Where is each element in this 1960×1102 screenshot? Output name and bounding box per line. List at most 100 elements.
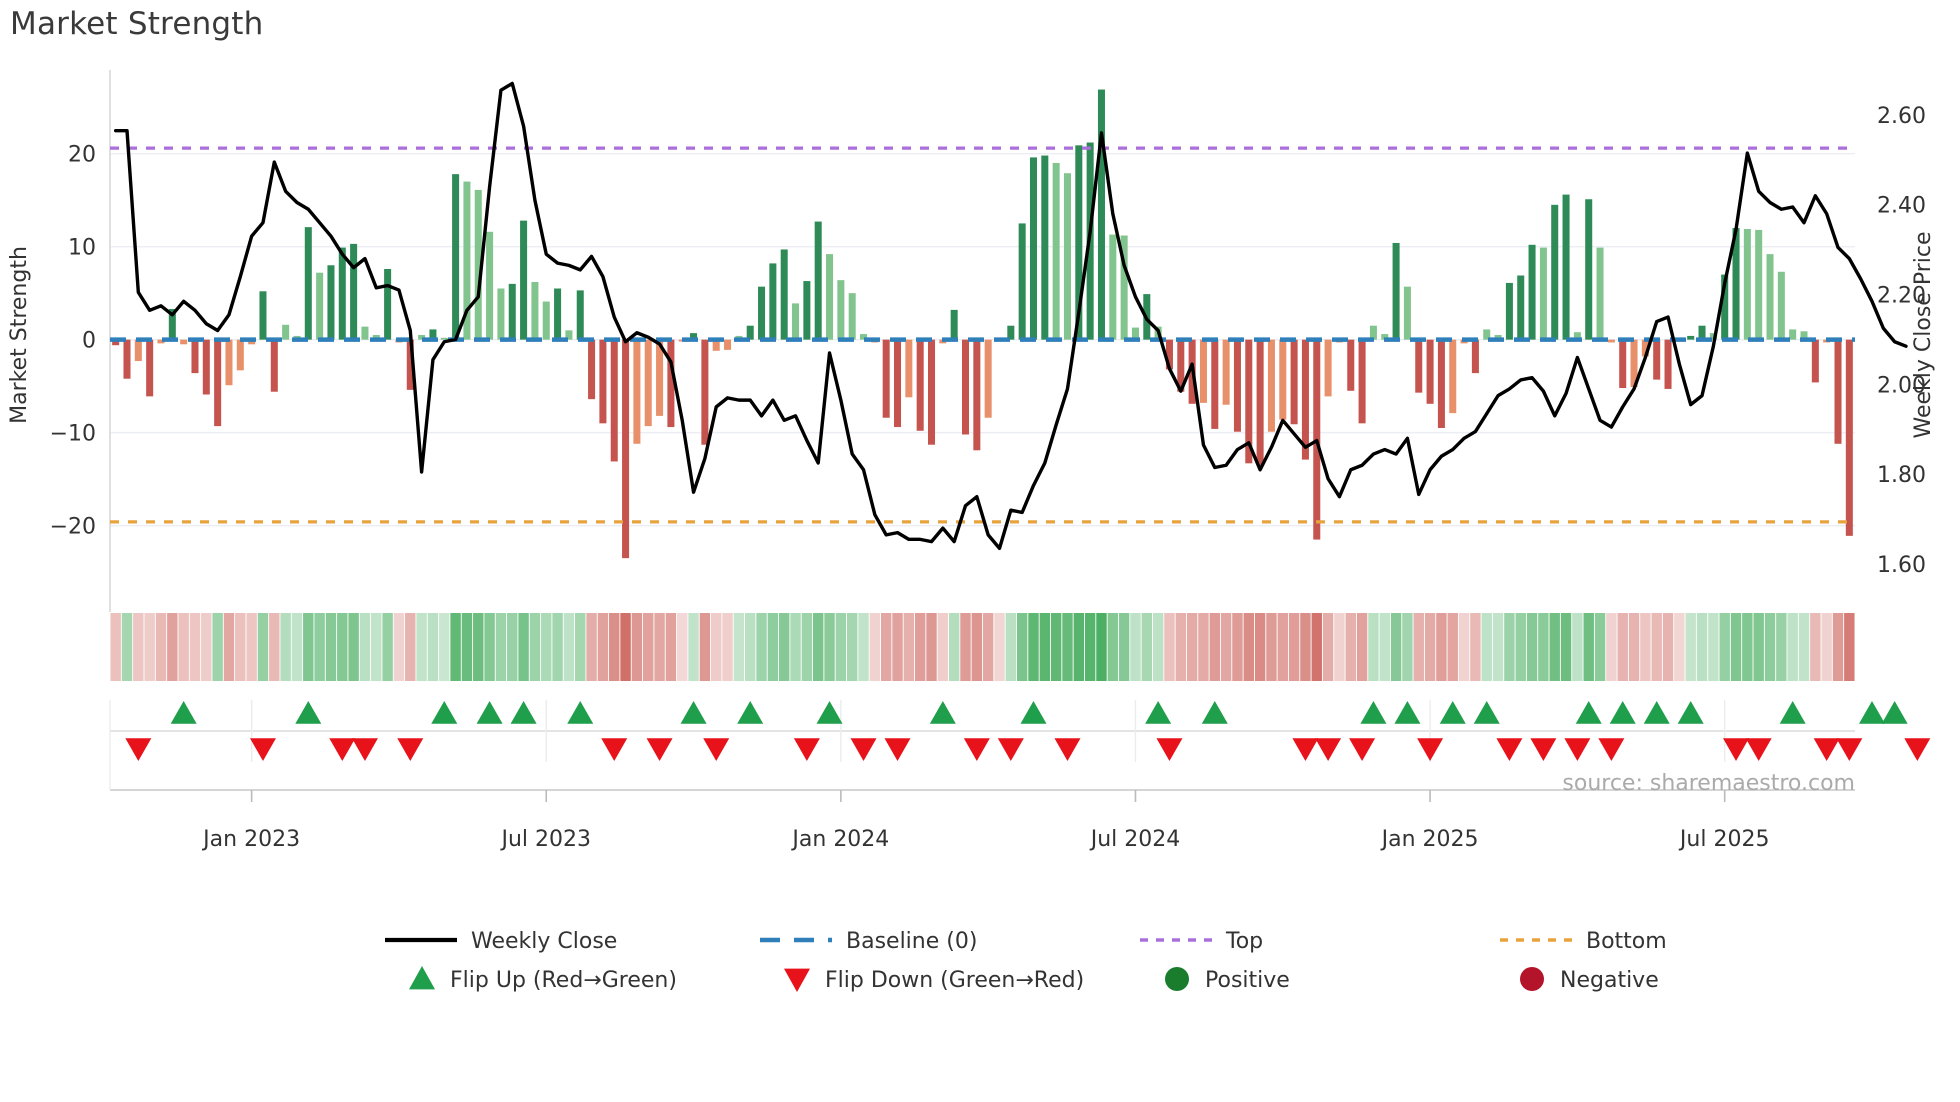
x-axis-tick-label: Jan 2023 <box>201 827 300 852</box>
flip-down-marker <box>351 738 378 761</box>
strength-bar <box>1755 229 1763 340</box>
strength-bar <box>724 339 732 350</box>
strength-bar <box>1800 331 1808 340</box>
strength-bar <box>508 283 516 340</box>
flip-down-marker <box>1315 738 1342 761</box>
flip-down-marker <box>1496 738 1523 761</box>
strength-bar <box>1471 339 1479 374</box>
heat-strip-cell <box>201 613 212 681</box>
heat-strip-cell <box>133 613 144 681</box>
strength-bar <box>565 330 573 340</box>
flip-down-marker <box>397 738 424 761</box>
strength-bar <box>1619 339 1627 388</box>
strength-bar <box>304 227 312 340</box>
strength-bar <box>1199 339 1207 403</box>
strength-bar <box>1097 89 1105 340</box>
flip-up-marker <box>1020 701 1047 724</box>
y-axis-tick-right: 2.60 <box>1877 104 1926 129</box>
heat-strip-cell <box>518 613 529 681</box>
strength-bar <box>418 335 426 340</box>
strength-bar <box>1381 334 1389 340</box>
strength-bar <box>112 339 120 346</box>
strength-heat-strip <box>110 613 1855 681</box>
strength-bar <box>644 339 652 427</box>
heat-strip-cell <box>1572 613 1583 681</box>
strength-bar <box>1449 339 1457 414</box>
heat-strip-cell <box>269 613 280 681</box>
heat-strip-cell <box>790 613 801 681</box>
flip-down-marker <box>601 738 628 761</box>
strength-bar <box>1109 234 1117 340</box>
flip-up-marker <box>1858 701 1885 724</box>
heat-strip-cell <box>314 613 325 681</box>
heat-strip-cell <box>235 613 246 681</box>
strength-bar <box>1256 339 1264 466</box>
strength-bar <box>1551 204 1559 340</box>
strength-bar <box>1845 339 1853 536</box>
strength-bar <box>1222 339 1230 405</box>
flip-up-marker <box>476 701 503 724</box>
flip-up-marker <box>510 701 537 724</box>
strength-bar <box>1063 173 1071 340</box>
heat-strip-cell <box>1481 613 1492 681</box>
strength-bar <box>758 286 766 340</box>
strength-bar <box>1766 254 1774 340</box>
y-axis-tick-left: −10 <box>50 422 96 447</box>
flip-down-marker <box>703 738 730 761</box>
strength-bar <box>1007 325 1015 340</box>
strength-bar <box>1211 339 1219 429</box>
flip-up-marker <box>567 701 594 724</box>
heat-strip-cell <box>733 613 745 681</box>
heat-strip-cell <box>1526 613 1538 681</box>
heat-strip-cell <box>461 613 473 681</box>
heat-strip-cell <box>1220 613 1232 681</box>
strength-bar <box>803 281 811 340</box>
strength-bar <box>1789 329 1797 340</box>
strength-bar <box>180 339 188 345</box>
strength-bar <box>474 189 482 340</box>
heat-strip-cell <box>892 613 903 681</box>
strength-bar <box>1596 247 1604 340</box>
flip-up-marker <box>431 701 458 724</box>
strength-bar <box>769 263 777 340</box>
heat-strip-cell <box>643 613 654 681</box>
strength-bar <box>406 339 414 390</box>
strength-bar <box>1075 145 1083 340</box>
legend-label: Bottom <box>1586 929 1667 954</box>
flip-up-marker <box>1201 701 1228 724</box>
flip-down-marker <box>963 738 990 761</box>
strength-bar <box>1573 332 1581 340</box>
flip-down-marker <box>997 738 1024 761</box>
heat-strip-cell <box>359 613 371 681</box>
strength-bar <box>350 243 358 340</box>
strength-bar <box>826 254 834 340</box>
heat-strip-cell <box>846 613 858 681</box>
heat-strip-cell <box>280 613 291 681</box>
heat-strip-cell <box>1753 613 1764 681</box>
heat-strip-cell <box>801 613 813 681</box>
heat-strip-cell <box>541 613 552 681</box>
strength-bar <box>1664 339 1672 389</box>
heat-strip-cell <box>189 613 201 681</box>
strength-bar <box>633 339 641 444</box>
strength-bar <box>1165 339 1173 370</box>
heat-strip-cell <box>1674 613 1685 681</box>
heat-strip-cell <box>1232 613 1243 681</box>
x-axis-tick-label: Jan 2024 <box>790 827 889 852</box>
strength-bar <box>1347 339 1355 391</box>
heat-strip-cell <box>609 613 620 681</box>
heat-strip-cell <box>178 613 189 681</box>
y-axis-tick-left: 10 <box>68 236 96 261</box>
strength-bar <box>814 221 822 340</box>
flip-up-marker <box>170 701 197 724</box>
flip-up-marker <box>1881 701 1908 724</box>
heat-strip-cell <box>1594 613 1606 681</box>
strength-bar <box>712 339 720 351</box>
strength-bar <box>1687 335 1695 340</box>
heat-strip-cell <box>1776 613 1787 681</box>
strength-bar <box>780 249 788 340</box>
flip-down-marker <box>1745 738 1772 761</box>
flip-down-marker <box>793 738 820 761</box>
x-axis-tick-label: Jan 2025 <box>1380 827 1479 852</box>
heat-strip-cell <box>1708 613 1719 681</box>
